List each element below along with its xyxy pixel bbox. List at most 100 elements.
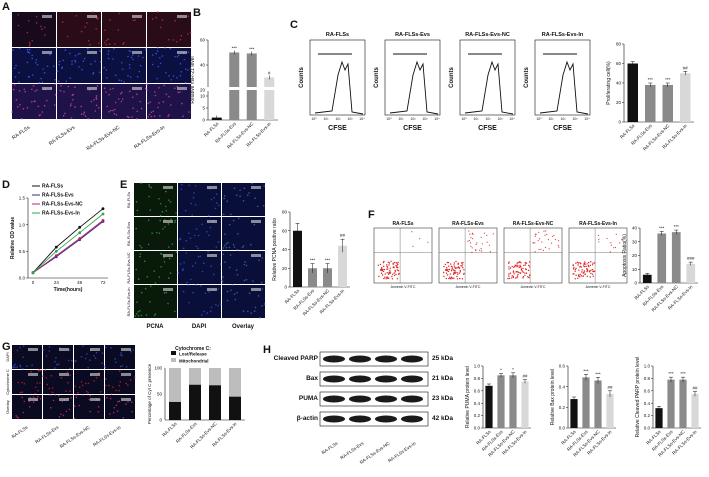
event-dot — [446, 274, 449, 276]
cell-dot — [12, 366, 14, 369]
event-dot — [544, 246, 547, 249]
cell-dot — [46, 383, 48, 386]
event-dot — [593, 270, 596, 273]
significance-mark: *** — [668, 371, 674, 376]
cell-dot — [108, 94, 110, 96]
event-dot — [454, 266, 456, 268]
event-dot — [514, 264, 516, 266]
cell-dot — [149, 101, 151, 103]
event-dot — [512, 271, 515, 273]
cell-dot — [122, 417, 125, 419]
cell-dot — [107, 38, 109, 41]
event-dot — [519, 264, 521, 266]
cell-dot — [201, 223, 203, 226]
cell-dot — [28, 44, 31, 47]
event-dot — [577, 264, 579, 266]
cell-dot — [28, 406, 31, 408]
event-dot — [448, 265, 450, 267]
event-dot — [527, 276, 529, 278]
legend-swatch — [171, 351, 176, 355]
event-dot — [540, 248, 542, 250]
histogram-title: RA-FLSs-Evs-In — [542, 32, 584, 38]
cell-dot — [230, 213, 232, 216]
event-dot — [388, 272, 390, 274]
cell-dot — [31, 88, 33, 91]
event-dot — [513, 273, 515, 275]
flow-xaxis: Annexin V-FITC — [521, 285, 546, 289]
event-dot — [450, 265, 453, 268]
event-dot — [513, 266, 515, 268]
event-dot — [586, 263, 588, 265]
cell-dot — [262, 205, 265, 207]
event-dot — [577, 262, 580, 264]
event-dot — [591, 264, 594, 266]
scale-bar — [132, 15, 142, 18]
group-label-a: RA-FLSs-Evs-NC — [86, 125, 122, 153]
y-tick-label: 1.0 — [474, 364, 481, 369]
event-dot — [444, 269, 447, 271]
histogram-tick: 10³ — [422, 117, 428, 121]
cell-dot — [159, 26, 162, 29]
channel-label-e: DAPI — [192, 324, 207, 330]
cell-dot — [127, 55, 129, 58]
histogram-tick: 10² — [485, 117, 491, 121]
cell-dot — [80, 30, 83, 33]
cell-dot — [110, 347, 112, 349]
y-tick-label: 0 — [159, 418, 162, 423]
cell-dot — [165, 209, 168, 212]
cell-dot — [22, 108, 25, 110]
cell-dot — [139, 255, 141, 258]
y-tick-label: 0.6 — [474, 388, 481, 393]
cell-dot — [114, 101, 117, 104]
cell-dot — [71, 94, 74, 96]
cell-dot — [258, 259, 260, 262]
cell-dot — [147, 102, 150, 105]
event-dot — [461, 265, 463, 267]
cell-dot — [182, 115, 184, 117]
event-dot — [452, 273, 455, 275]
cell-dot — [234, 298, 237, 301]
cell-dot — [230, 289, 232, 292]
cell-dot — [87, 367, 89, 369]
cell-dot — [224, 261, 226, 264]
cell-dot — [62, 59, 64, 62]
cell-dot — [215, 193, 218, 195]
event-dot — [446, 267, 448, 269]
event-dot — [457, 273, 459, 275]
cell-dot — [97, 406, 100, 408]
cell-dot — [161, 253, 163, 256]
event-dot — [488, 244, 490, 246]
cell-dot — [109, 413, 111, 415]
cell-dot — [120, 79, 123, 82]
histogram-tick: 10³ — [497, 117, 503, 121]
bar — [338, 245, 347, 287]
panel-label-g: G — [2, 341, 11, 353]
event-dot — [462, 261, 464, 264]
event-dot — [449, 277, 452, 280]
cell-dot — [218, 204, 220, 207]
cell-dot — [214, 207, 217, 210]
event-dot — [419, 238, 421, 240]
cell-dot — [135, 201, 138, 203]
cell-dot — [95, 98, 98, 100]
scale-bar — [90, 373, 100, 376]
cell-dot — [232, 219, 235, 222]
cell-dot — [257, 295, 260, 297]
bar — [662, 84, 673, 122]
scale-bar — [42, 15, 52, 18]
scale-bar — [163, 186, 173, 189]
cell-dot — [44, 369, 47, 372]
cell-dot — [215, 202, 218, 204]
stacked-bar — [189, 384, 201, 420]
scale-bar — [28, 348, 38, 351]
cell-dot — [13, 67, 16, 69]
cell-dot — [130, 350, 132, 353]
y-tick-label: 0.0 — [559, 426, 566, 431]
cell-dot — [151, 18, 154, 20]
cell-dot — [163, 261, 166, 263]
scale-bar — [87, 51, 97, 54]
y-axis-label: Relative PCNA positive ratio — [272, 218, 278, 281]
cell-dot — [229, 254, 232, 256]
bar — [264, 77, 275, 120]
event-dot — [388, 277, 390, 279]
